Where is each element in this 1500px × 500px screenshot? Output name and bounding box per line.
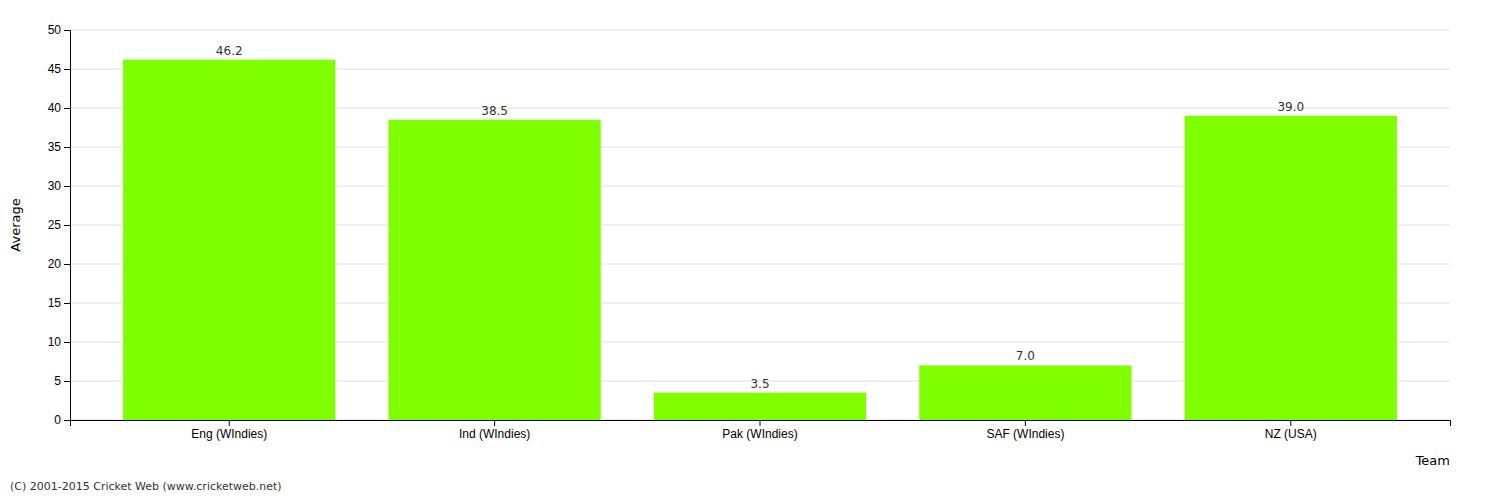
y-tick-mark [64,69,70,70]
y-tick: 35 [48,140,70,154]
y-tick-mark [64,264,70,265]
bar [654,393,866,420]
y-tick: 45 [48,62,70,76]
y-tick-mark [64,225,70,226]
plot: 46.2 38.5 3.5 7.0 39.0 Eng (WIndies) Ind (WInd… [48,23,1451,440]
y-tick-label: 50 [48,23,62,37]
x-tick-label: Pak (WIndies) [722,427,797,441]
x-tick: Pak (WIndies) [722,420,797,441]
y-tick: 25 [48,218,70,232]
y-tick: 0 [54,413,70,427]
x-tick-mark [1290,420,1291,426]
y-tick: 15 [48,296,70,310]
y-tick-mark [64,303,70,304]
y-axis-line [64,31,71,421]
grid-line [70,30,1450,31]
y-tick-label: 0 [54,413,61,427]
y-tick-label: 35 [48,140,62,154]
x-tick-mark [494,420,495,426]
y-tick: 50 [48,23,70,37]
data-label: 3.5 [750,377,769,391]
data-labels: 46.2 38.5 3.5 7.0 39.0 [216,44,1304,391]
bar [919,365,1131,420]
data-label: 38.5 [481,104,508,118]
y-tick-label: 25 [48,218,62,232]
y-tick-label: 40 [48,101,62,115]
y-tick-label: 15 [48,296,62,310]
bar [388,120,600,420]
x-tick-mark [1025,420,1026,426]
x-axis-line [71,421,1451,427]
y-tick-mark [64,108,70,109]
x-tick-label: NZ (USA) [1265,427,1317,441]
y-axis: 0 5 10 15 20 25 30 35 40 45 50 [48,23,71,427]
data-label: 46.2 [216,44,243,58]
y-tick-label: 10 [48,335,62,349]
y-tick-mark [64,342,70,343]
x-tick: NZ (USA) [1265,420,1317,441]
y-tick-mark [64,30,70,31]
y-tick-label: 20 [48,257,62,271]
bar [123,60,335,420]
x-tick: Eng (WIndies) [191,420,267,441]
x-axis: Eng (WIndies) Ind (WIndies) Pak (WIndies) S… [71,420,1451,441]
x-tick: Ind (WIndies) [459,420,530,441]
y-tick-label: 30 [48,179,62,193]
y-tick-mark [64,186,70,187]
data-label: 7.0 [1016,349,1035,363]
y-tick: 40 [48,101,70,115]
y-tick-mark [64,381,70,382]
annotation: (C) 2001-2015 Cricket Web (www.cricketwe… [10,480,282,493]
bar [1185,116,1397,420]
x-tick-mark [229,420,230,426]
y-tick-mark [64,147,70,148]
y-tick-label: 45 [48,62,62,76]
y-tick: 10 [48,335,70,349]
y-axis-title: Average [8,198,23,251]
y-tick-mark [64,420,70,421]
y-tick: 5 [54,374,70,388]
y-tick-label: 5 [54,374,61,388]
data-label: 39.0 [1277,100,1304,114]
x-axis-title: Team [1415,453,1450,468]
x-tick-label: Eng (WIndies) [191,427,267,441]
x-tick: SAF (WIndies) [986,420,1064,441]
x-tick-label: Ind (WIndies) [459,427,530,441]
grid [70,30,1450,420]
x-tick-mark [760,420,761,426]
bars [123,60,1397,420]
y-tick: 30 [48,179,70,193]
chart: 46.2 38.5 3.5 7.0 39.0 Eng (WIndies) Ind (WInd… [0,0,1500,500]
x-tick-label: SAF (WIndies) [986,427,1064,441]
y-tick: 20 [48,257,70,271]
